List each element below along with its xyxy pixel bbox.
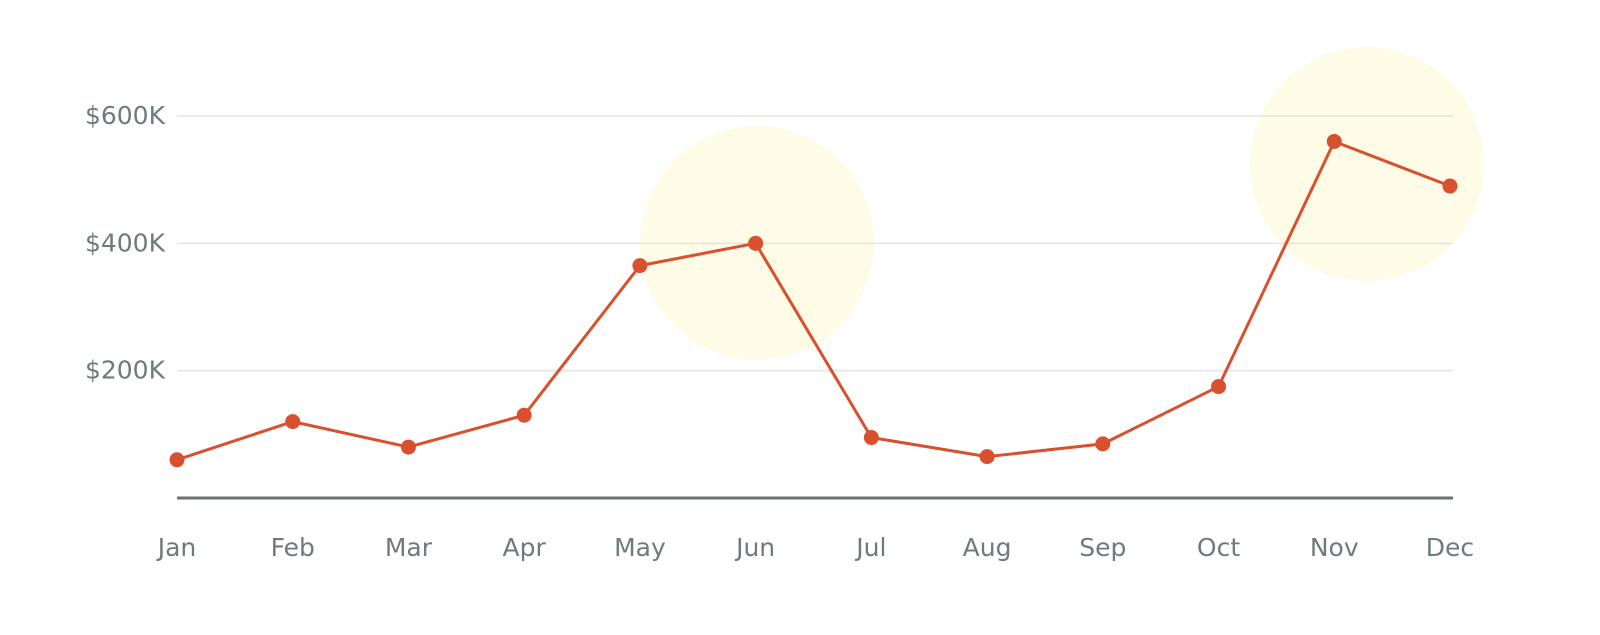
point [516, 407, 532, 423]
y-tick-label: $400K [85, 228, 166, 257]
x-tick-label: May [614, 533, 666, 562]
point [1211, 379, 1227, 395]
x-tick-label: Dec [1426, 533, 1474, 562]
point [1326, 133, 1342, 149]
x-tick-label: Oct [1197, 533, 1240, 562]
x-tick-label: Apr [503, 533, 547, 562]
x-tick-label: Jun [734, 533, 775, 562]
point [1442, 178, 1458, 194]
point [863, 430, 879, 446]
x-tick-label: Jul [854, 533, 886, 562]
line [176, 139, 1451, 462]
point [169, 452, 185, 468]
point [285, 414, 301, 430]
x-tick-label: Sep [1079, 533, 1126, 562]
x-tick-label: Nov [1310, 533, 1359, 562]
highlight [1250, 47, 1484, 281]
y-tick-label: $200K [85, 356, 166, 385]
x-tick-label: Mar [385, 533, 433, 562]
x-tick-label: Aug [963, 533, 1012, 562]
point [748, 235, 764, 251]
y-tick-label: $600K [85, 101, 166, 130]
point [632, 258, 648, 274]
point [979, 449, 995, 465]
point [1095, 436, 1111, 452]
x-tick-label: Feb [271, 533, 315, 562]
x-tick-label: Jan [156, 533, 197, 562]
point [400, 439, 416, 455]
